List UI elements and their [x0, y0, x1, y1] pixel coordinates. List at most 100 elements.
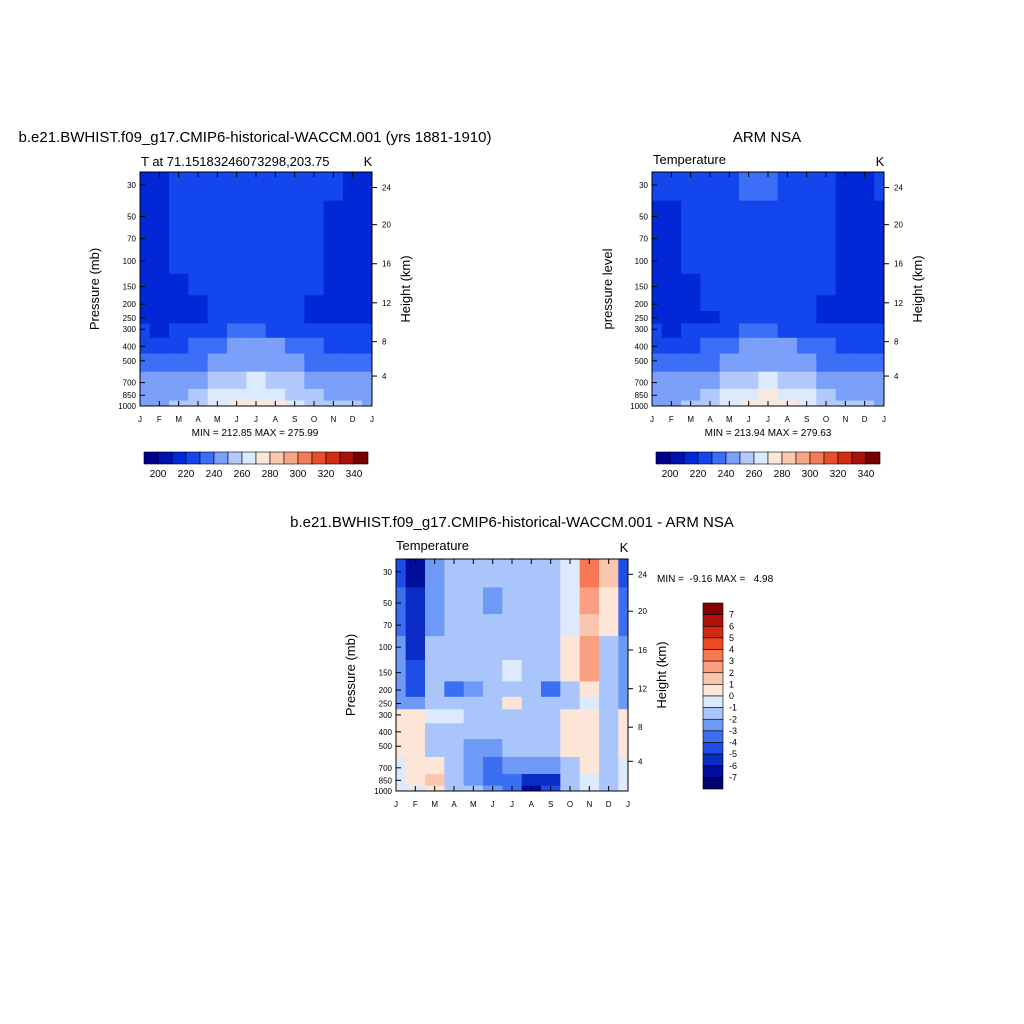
colorbar-swatch — [851, 451, 867, 465]
contour-cell — [661, 172, 682, 202]
y-tick-label: 700 — [635, 379, 649, 388]
contour-cell — [758, 323, 779, 339]
contour-cell — [246, 295, 267, 312]
contour-cell — [560, 559, 581, 588]
colorbar-swatch — [865, 451, 881, 465]
contour-cell — [874, 371, 885, 390]
contour-cell — [652, 249, 663, 275]
colorbar-label: 260 — [746, 469, 763, 480]
contour-cell — [304, 311, 325, 324]
contour-cell — [188, 172, 209, 202]
contour-cell — [797, 323, 817, 339]
contour-cell — [719, 200, 740, 228]
contour-cell — [541, 696, 561, 710]
contour-cell — [579, 757, 600, 775]
contour-cell — [265, 388, 286, 402]
contour-cell — [483, 696, 503, 710]
contour-cell — [343, 337, 363, 354]
min-max-stats: MIN = 213.94 MAX = 279.63 — [705, 428, 832, 439]
colorbar-label: -6 — [729, 761, 737, 771]
y2-axis-label: Height (km) — [654, 641, 669, 708]
contour-cell — [835, 337, 856, 354]
colorbar-swatch — [702, 718, 724, 732]
contour-cell — [463, 696, 484, 710]
height-tick-label: 4 — [894, 372, 899, 381]
panel-title: b.e21.BWHIST.f09_g17.CMIP6-historical-WA… — [19, 129, 492, 146]
contour-cell — [246, 353, 267, 373]
contour-cell — [652, 273, 663, 296]
y-tick-label: 100 — [635, 257, 649, 266]
colorbar-swatch — [227, 451, 243, 465]
contour-cell — [719, 273, 740, 296]
contour-cell — [541, 587, 561, 615]
contour-cell — [265, 273, 286, 296]
contour-cell — [797, 295, 817, 312]
contour-cell — [304, 371, 325, 390]
contour-cell — [652, 353, 663, 373]
contour-cell — [719, 295, 740, 312]
y-tick-label: 1000 — [374, 787, 392, 796]
height-tick-label: 8 — [638, 723, 643, 732]
contour-cell — [405, 559, 426, 588]
colorbar-swatch — [669, 451, 685, 465]
contour-cell — [323, 200, 344, 228]
contour-cell — [816, 337, 837, 354]
contour-cell — [560, 681, 581, 698]
contour-cell — [169, 200, 189, 228]
contour-cell — [777, 295, 798, 312]
contour-cell — [227, 227, 247, 251]
contour-cell — [618, 614, 629, 637]
contour-cell — [835, 249, 856, 275]
contour-cell — [362, 311, 373, 324]
colorbar-label: 320 — [830, 469, 847, 480]
contour-cell — [652, 337, 663, 354]
contour-cell — [188, 337, 209, 354]
contour-cell — [188, 323, 209, 339]
colorbar-swatch — [185, 451, 201, 465]
contour-cell — [521, 587, 542, 615]
contour-cell — [149, 337, 170, 354]
contour-cell — [599, 614, 619, 637]
contour-cell — [227, 337, 247, 354]
contour-cell — [396, 614, 407, 637]
contour-cell — [797, 273, 817, 296]
contour-cell — [405, 696, 426, 710]
panel-left-label: Temperature — [653, 152, 726, 167]
contour-cell — [425, 587, 445, 615]
contour-cell — [227, 311, 247, 324]
contour-cell — [719, 371, 740, 390]
contour-cell — [874, 388, 885, 402]
colorbar-label: 260 — [234, 469, 251, 480]
contour-cell — [425, 681, 445, 698]
contour-cell — [700, 323, 721, 339]
contour-cell — [227, 353, 247, 373]
contour-cell — [541, 757, 561, 775]
colorbar-swatch — [702, 695, 724, 708]
contour-cell — [855, 172, 875, 202]
contour-cell — [816, 200, 837, 228]
height-tick-label: 16 — [638, 646, 647, 655]
contour-cell — [652, 323, 663, 339]
contour-cell — [169, 371, 189, 390]
panel-unit-label: K — [620, 540, 629, 555]
colorbar-label: 340 — [346, 469, 363, 480]
contour-cell — [246, 172, 267, 202]
contour-cell — [579, 774, 600, 787]
contour-cell — [835, 388, 856, 402]
contour-cell — [502, 681, 523, 698]
contour-cell — [700, 227, 721, 251]
contour-cell — [323, 172, 344, 202]
contour-cell — [758, 371, 779, 390]
colorbar-swatch — [702, 707, 724, 720]
x-tick-label: M — [175, 415, 182, 424]
contour-cell — [207, 371, 228, 390]
contour-cell — [541, 636, 561, 661]
y-tick-label: 70 — [383, 621, 392, 630]
contour-cell — [835, 311, 856, 324]
contour-cell — [661, 353, 682, 373]
contour-cell — [483, 757, 503, 775]
x-tick-label: M — [470, 800, 477, 809]
contour-cell — [719, 323, 740, 339]
